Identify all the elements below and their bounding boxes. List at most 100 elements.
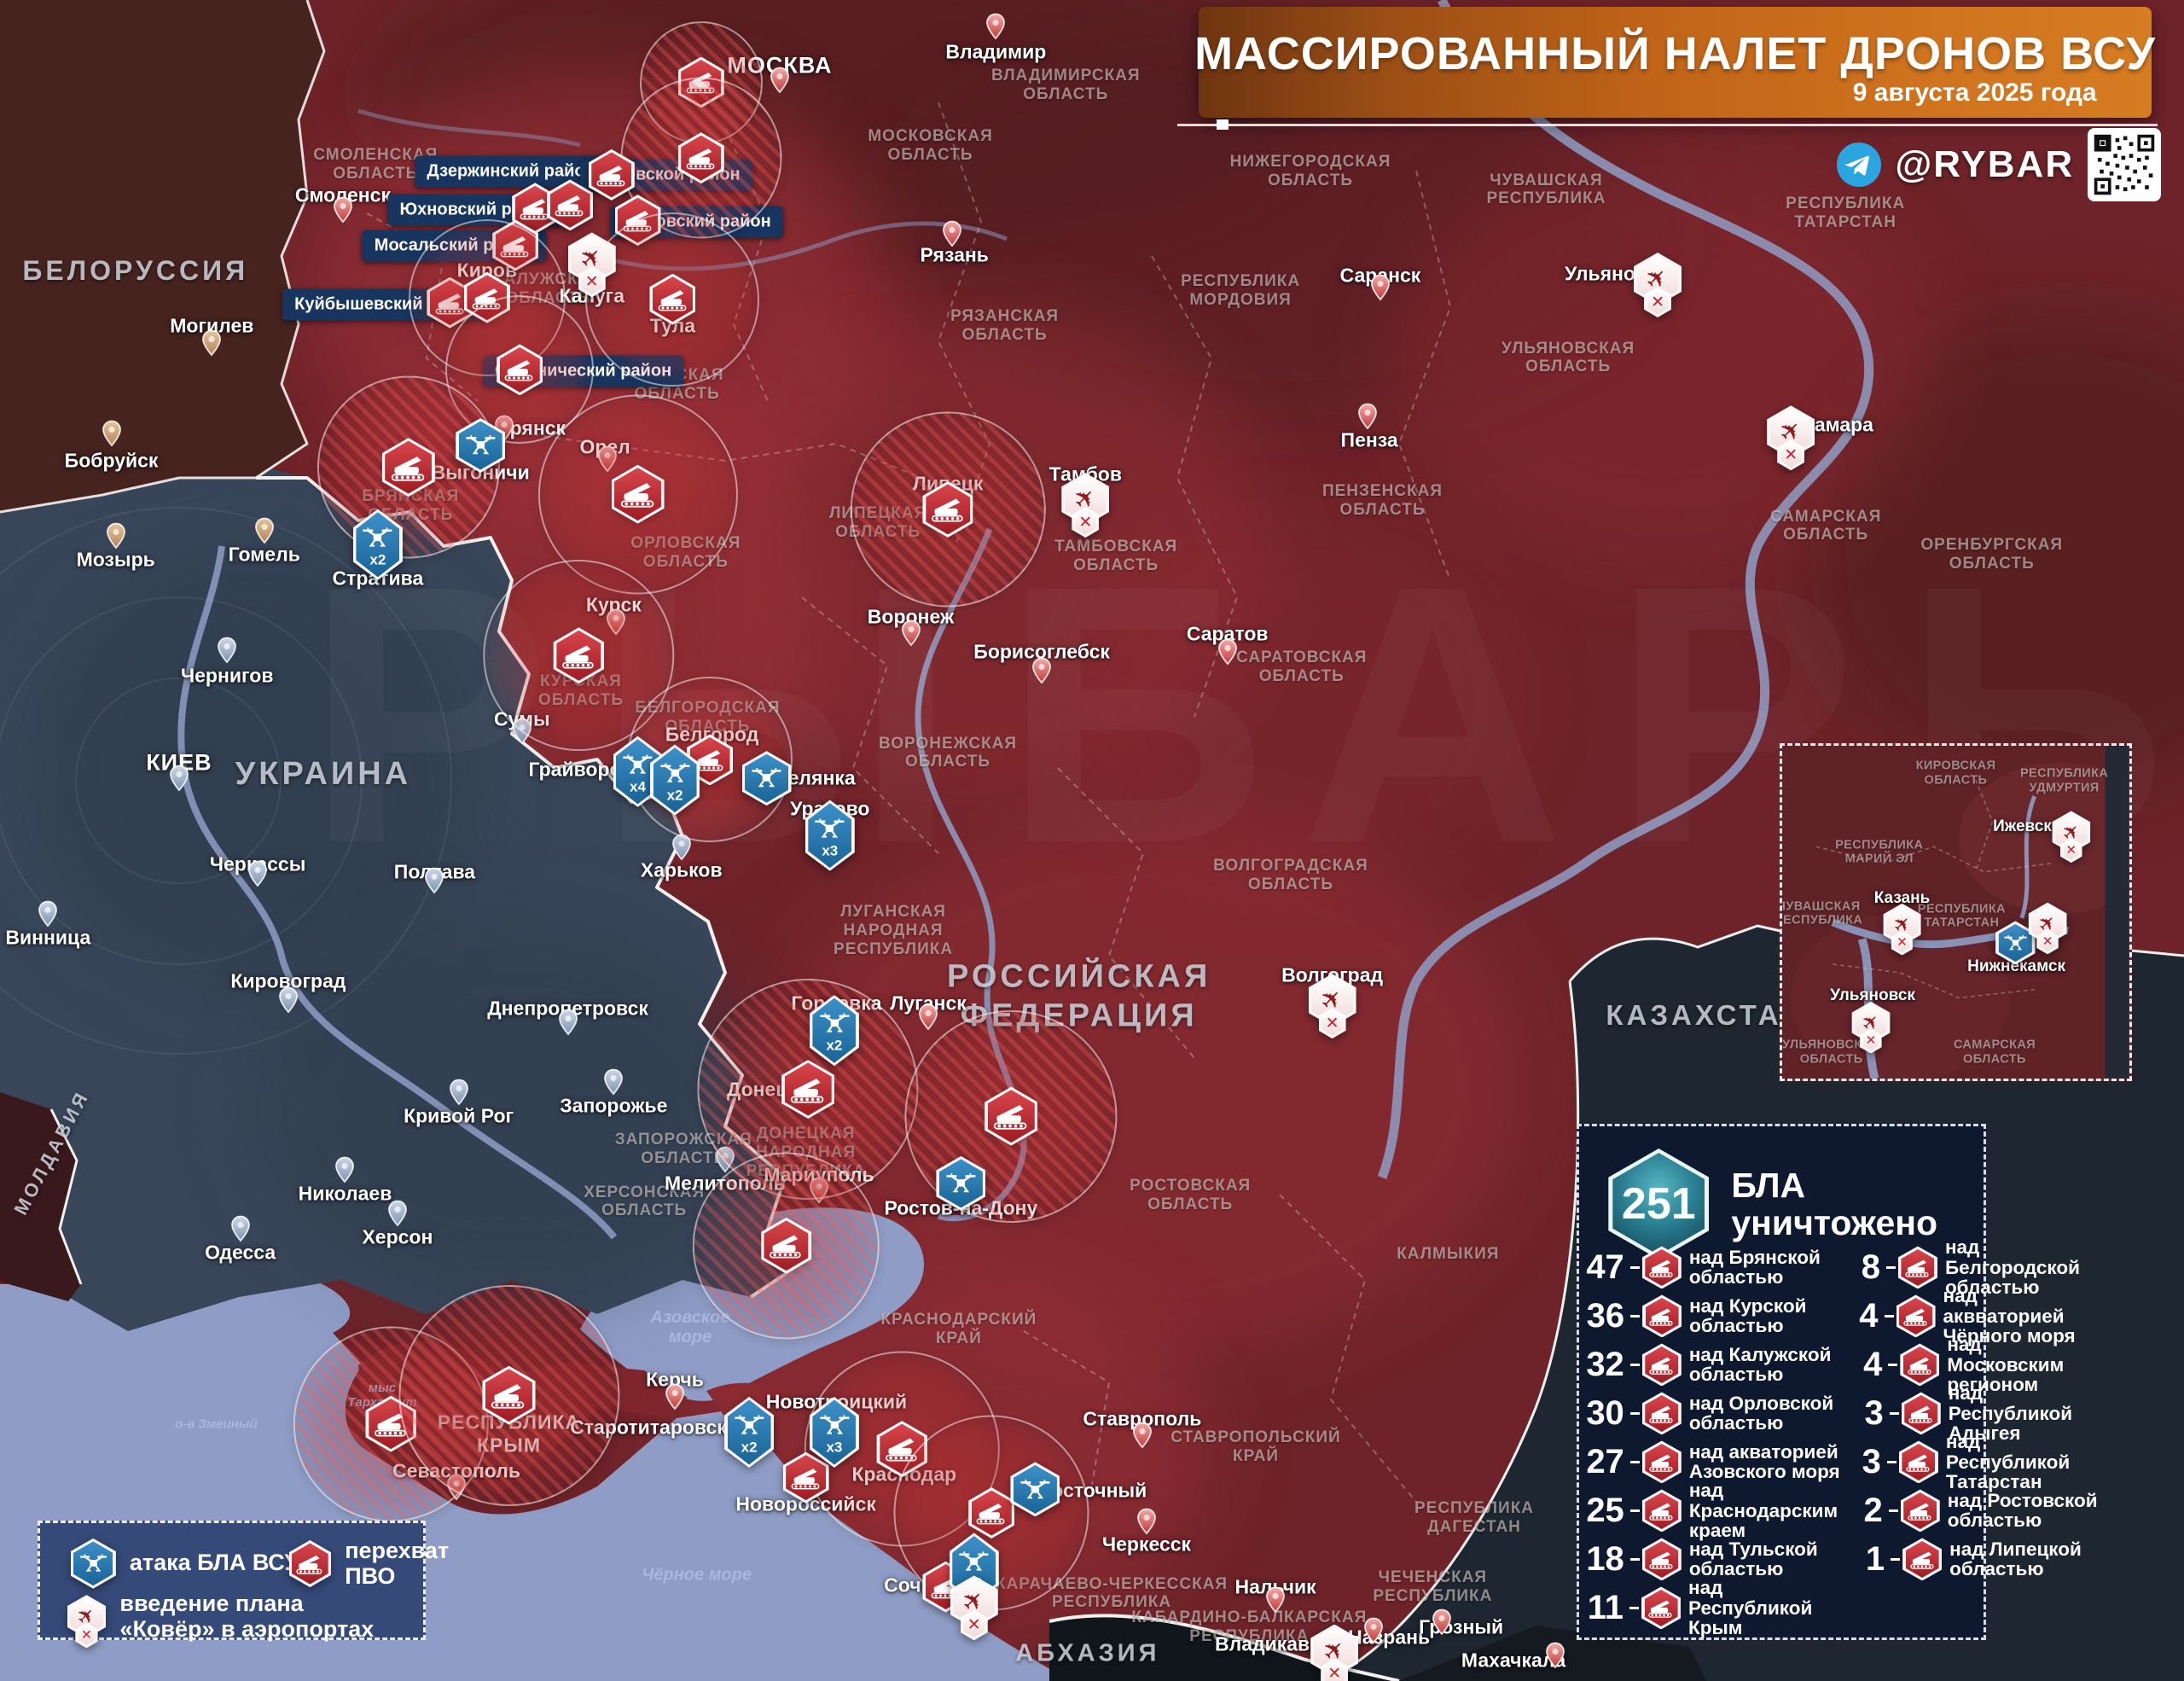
connector-line — [1629, 1509, 1640, 1512]
x-icon: ✕ — [2042, 934, 2053, 950]
stat-row: 2 над Ростовской областью — [1851, 1486, 2102, 1535]
stat-label: над Орловской областью — [1688, 1392, 1834, 1434]
region-label: УЛЬЯНОВСКАЯ ОБЛАСТЬ — [1782, 1038, 1881, 1067]
stat-row: 32 над Калужской областью — [1586, 1341, 1850, 1389]
city-pin — [1432, 1608, 1452, 1636]
channel-handle: @RYBAR — [1895, 143, 2075, 185]
air-defense-intercept-marker — [904, 1009, 1118, 1223]
region-label: СТАВРОПОЛЬСКИЙ КРАЙ — [1170, 1428, 1341, 1466]
stat-label: над Тульской областью — [1688, 1538, 1818, 1580]
rybar-badge[interactable]: @RYBAR — [1837, 127, 2162, 201]
region-label: ХЕРСОНСКАЯ ОБЛАСТЬ — [584, 1183, 706, 1220]
stats-columns: 47 над Брянской областью 36 над Курской обл… — [1586, 1237, 2097, 1638]
city-label: Нижнекамск — [1967, 957, 2065, 975]
city-pin — [247, 860, 268, 887]
region-label: МОСКОВСКАЯ ОБЛАСТЬ — [868, 127, 993, 165]
stat-row: 36 над Курской областью — [1586, 1292, 1850, 1341]
region-label: РЕСПУБЛИКА ДАГЕСТАН — [1414, 1499, 1535, 1536]
stat-count: 30 — [1586, 1393, 1624, 1432]
legend-label: перехват ПВО — [345, 1537, 450, 1589]
stat-count: 4 — [1863, 1345, 1883, 1383]
stat-label: над Калужской областью — [1688, 1343, 1832, 1386]
city-label: Ижевск — [1993, 817, 2052, 836]
stat-count: 3 — [1864, 1393, 1884, 1432]
city-label: Бобруйск — [64, 449, 159, 472]
city-pin — [1545, 1642, 1565, 1669]
legend-item-kovyor-plan: ✈ ✕ введение плана «Ковёр» в аэропортах — [67, 1591, 374, 1649]
city-pin — [985, 13, 1006, 40]
kovyor-plan-marker: ✈ ✕ — [1310, 1624, 1359, 1681]
kovyor-plan-marker: ✈ ✕ — [1308, 974, 1356, 1039]
region-label: ТАМБОВСКАЯ ОБЛАСТЬ — [1054, 538, 1178, 575]
stat-label: над Московским регионом — [1947, 1334, 2065, 1396]
stat-row: 27 над акваторией Азовского моря — [1586, 1438, 1850, 1486]
city-pin — [1265, 1586, 1286, 1614]
air-defense-icon — [1641, 1440, 1682, 1484]
city-pin — [169, 765, 189, 792]
stat-label: над Белгородской областью — [1944, 1236, 2080, 1299]
city-pin — [558, 1009, 578, 1036]
region-label: ВОЛГОГРАДСКАЯ ОБЛАСТЬ — [1213, 857, 1368, 894]
city-pin — [333, 196, 353, 224]
sea-label: о-в Змеиный — [175, 1416, 258, 1431]
city-pin — [387, 1200, 408, 1227]
uav-attack-icon — [70, 1538, 116, 1589]
stat-row: 47 над Брянской областью — [1586, 1243, 1850, 1292]
total-label: БЛА уничтожено — [1731, 1165, 1938, 1242]
city-pin — [1136, 1508, 1157, 1535]
kovyor-plan-marker: ✈ ✕ — [1851, 1001, 1891, 1054]
stat-label: над Республикой Адыгея — [1948, 1382, 2073, 1445]
stat-count: 4 — [1859, 1296, 1879, 1335]
stats-header: 251 БЛА уничтожено — [1608, 1148, 1938, 1259]
stat-row: 30 над Орловской областью — [1586, 1389, 1850, 1438]
connector-line — [1886, 1460, 1896, 1463]
stat-count: 47 — [1586, 1248, 1624, 1286]
uav-attack-marker: x2 — [809, 995, 859, 1067]
qr-code[interactable] — [2088, 127, 2162, 201]
city-pin — [230, 1215, 251, 1242]
uav-attack-marker: x3 — [804, 800, 855, 871]
uav-attack-marker: x2 — [724, 1396, 775, 1469]
multiplier-label: x2 — [741, 1439, 758, 1456]
stat-row: 8 над Белгородской областью — [1851, 1237, 2102, 1298]
region-label: КАБАРДИНО-БАЛКАРСКАЯ РЕСПУБЛИКА — [1131, 1608, 1368, 1645]
x-icon: ✕ — [1896, 935, 1908, 951]
region-label: РОСТОВСКАЯ ОБЛАСТЬ — [1130, 1176, 1252, 1213]
x-icon: ✕ — [1078, 513, 1093, 532]
city-label: Запорожье — [560, 1094, 668, 1117]
country-label: КАЗАХСТАН — [1606, 999, 1806, 1032]
region-label: УЛЬЯНОВСКАЯ ОБЛАСТЬ — [1501, 339, 1635, 376]
uav-attack-marker: x2 — [352, 509, 403, 580]
stat-label: над аквваторией Чёрного моря — [1943, 1285, 2076, 1347]
stat-label: над акваторией Азовского моря — [1688, 1440, 1840, 1483]
air-defense-intercept-marker — [547, 179, 594, 231]
city-pin — [1370, 274, 1391, 301]
stat-label: над Республикой Крым — [1688, 1577, 1813, 1639]
inset-markers: ✈ ✕ ✈ ✕ ✈ ✕ ✈ ✕ — [1782, 746, 2129, 1079]
stat-label: над Ростовской областью — [1947, 1489, 2098, 1532]
city-label: Винница — [5, 926, 91, 949]
region-label: ОРЕНБУРГСКАЯ ОБЛАСТЬ — [1920, 536, 2064, 573]
connector-line — [1889, 1411, 1899, 1415]
air-defense-intercept-marker — [693, 1152, 880, 1340]
x-icon: ✕ — [1651, 293, 1664, 311]
kovyor-plan-marker: ✈ ✕ — [2052, 811, 2091, 864]
multiplier-label: x3 — [822, 841, 839, 858]
city-pin — [1357, 403, 1378, 430]
multiplier-label: x2 — [369, 551, 386, 568]
kovyor-plan-marker: ✈ ✕ — [1883, 903, 1921, 956]
sea-label: Азовское море — [650, 1308, 730, 1347]
region-label: САРАТОВСКАЯ ОБЛАСТЬ — [1236, 649, 1368, 686]
strike-zone-circle — [850, 411, 1046, 608]
x-icon: ✕ — [80, 1627, 92, 1643]
air-defense-icon — [1897, 1246, 1937, 1289]
air-defense-intercept-marker — [588, 148, 635, 201]
stats-column-left: 47 над Брянской областью 36 над Курской обл… — [1586, 1243, 1850, 1638]
connector-line — [1629, 1363, 1640, 1366]
stat-count: 18 — [1586, 1539, 1624, 1578]
city-pin — [603, 1068, 624, 1096]
stat-row: 18 над Тульской областью — [1586, 1535, 1850, 1584]
city-pin — [770, 67, 790, 94]
